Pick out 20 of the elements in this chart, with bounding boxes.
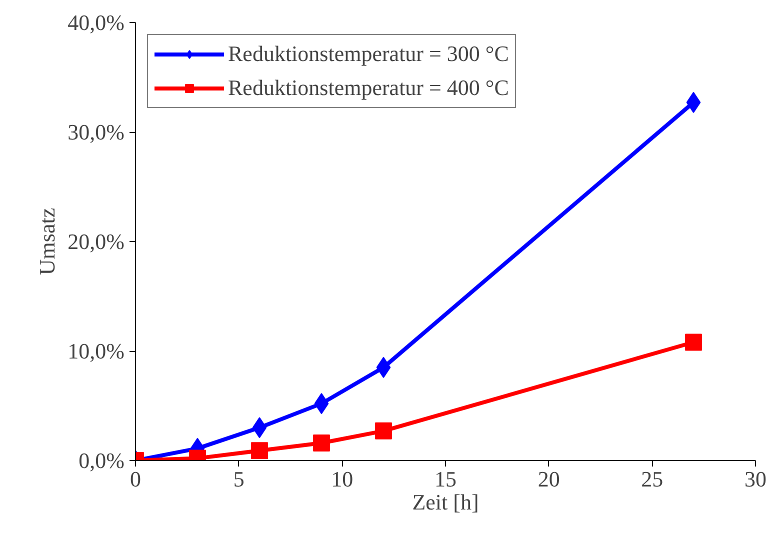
point bbox=[375, 422, 392, 440]
point bbox=[313, 434, 330, 452]
x-axis-title: Zeit [h] bbox=[412, 490, 479, 514]
x-tick-label: 0 bbox=[130, 466, 141, 492]
y-tick-label: 20,0% bbox=[68, 229, 124, 254]
y-tick-label: 40,0% bbox=[68, 10, 124, 35]
x-tick-label: 10 bbox=[331, 466, 354, 492]
legend-label: Reduktionstemperatur = 400 °C bbox=[228, 75, 509, 101]
y-tick-label: 0,0% bbox=[78, 448, 124, 473]
x-tick-label: 30 bbox=[744, 466, 766, 492]
y-tick-label: 10,0% bbox=[68, 338, 124, 364]
legend-label: Reduktionstemperatur = 300 °C bbox=[228, 41, 509, 67]
x-tick-label: 15 bbox=[434, 466, 456, 492]
point bbox=[685, 334, 702, 351]
y-axis-title: Umsatz bbox=[34, 208, 60, 276]
x-tick-label: 25 bbox=[641, 466, 664, 492]
x-tick-label: 20 bbox=[538, 466, 560, 492]
y-tick-label: 30,0% bbox=[68, 120, 124, 144]
point bbox=[251, 442, 268, 460]
x-tick-label: 5 bbox=[233, 466, 244, 492]
